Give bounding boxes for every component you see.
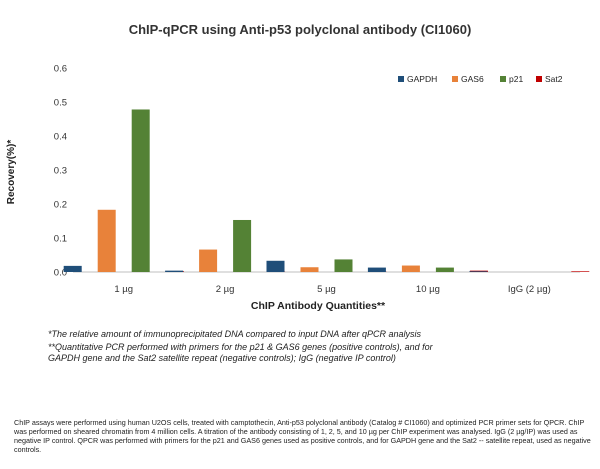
bar-sat2 bbox=[571, 271, 590, 272]
y-tick-label: 0.0 bbox=[54, 268, 67, 279]
x-tick-label: 2 µg bbox=[216, 284, 235, 295]
bar-p21 bbox=[233, 219, 252, 272]
legend-label-sat2: Sat2 bbox=[545, 74, 563, 84]
x-tick-label: 5 µg bbox=[317, 284, 336, 295]
footnote-controls: GAPDH gene and the Sat2 satellite repeat… bbox=[48, 353, 396, 363]
y-axis-label: Recovery(%)* bbox=[6, 140, 17, 205]
bar-gapdh bbox=[266, 260, 285, 272]
bar-gas6 bbox=[97, 209, 116, 272]
footnote-recovery: *The relative amount of immunoprecipitat… bbox=[48, 329, 422, 339]
legend-swatch-gas6 bbox=[452, 76, 458, 82]
bar-gapdh bbox=[469, 271, 488, 272]
bar-gapdh bbox=[165, 270, 184, 272]
bar-gapdh bbox=[63, 265, 82, 272]
legend-swatch-p21 bbox=[500, 76, 506, 82]
legend-swatch-gapdh bbox=[398, 76, 404, 82]
y-tick-label: 0.1 bbox=[54, 234, 67, 245]
x-tick-label: 1 µg bbox=[114, 284, 133, 295]
y-tick-label: 0.2 bbox=[54, 200, 67, 211]
footnote-primers: **Quantitative PCR performed with primer… bbox=[48, 342, 433, 352]
x-tick-label: IgG (2 µg) bbox=[508, 284, 551, 295]
bar-gas6 bbox=[401, 265, 420, 272]
bar-chart: 0.0 0.1 0.2 0.3 0.4 0.5 0.6 1 µg 2 µg 5 µg 10 µg I… bbox=[6, 64, 590, 312]
figure-caption: ChIP assays were performed using human U… bbox=[14, 418, 591, 454]
legend-swatch-sat2 bbox=[536, 76, 542, 82]
x-tick-label: 10 µg bbox=[416, 284, 440, 295]
y-tick-label: 0.4 bbox=[54, 132, 67, 143]
bar-gas6 bbox=[300, 267, 319, 272]
y-tick-label: 0.3 bbox=[54, 166, 67, 177]
bar-p21 bbox=[334, 259, 353, 272]
bar-gapdh bbox=[367, 267, 386, 272]
bar-p21 bbox=[131, 109, 150, 272]
y-tick-label: 0.5 bbox=[54, 98, 67, 109]
bar-gas6 bbox=[199, 249, 218, 272]
bar-p21 bbox=[435, 267, 454, 272]
legend-label-gas6: GAS6 bbox=[461, 74, 484, 84]
chart-title: ChIP-qPCR using Anti-p53 polyclonal anti… bbox=[128, 22, 472, 37]
x-axis-label: ChIP Antibody Quantities** bbox=[251, 300, 386, 312]
y-tick-label: 0.6 bbox=[54, 64, 67, 75]
legend-label-p21: p21 bbox=[509, 74, 523, 84]
legend-label-gapdh: GAPDH bbox=[407, 74, 437, 84]
